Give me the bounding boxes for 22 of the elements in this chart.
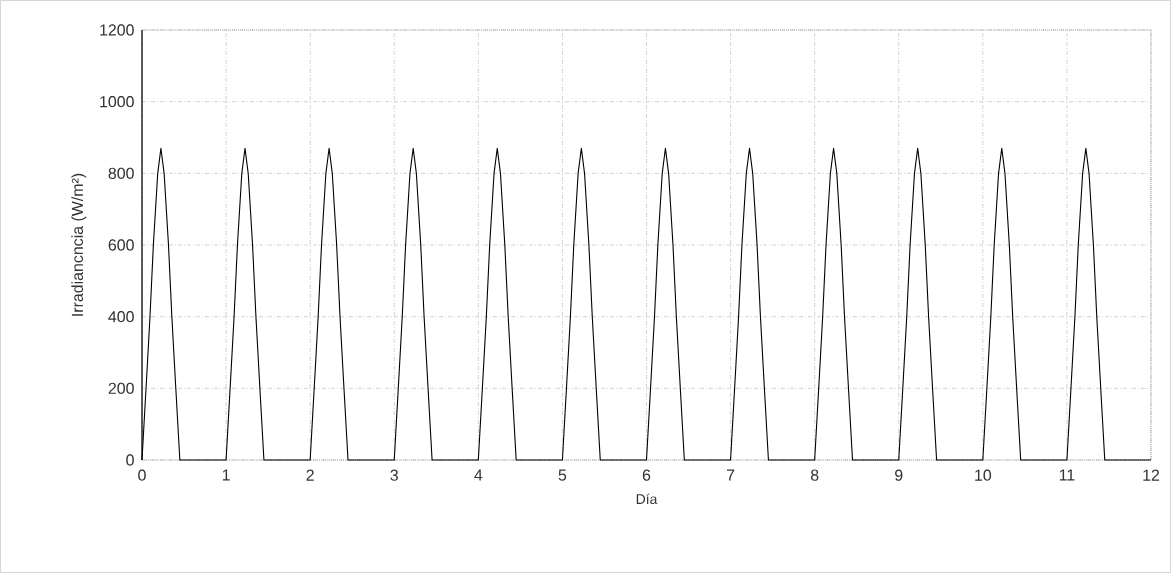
x-tick-label: 2 [306, 469, 314, 481]
y-tick-label: 600 [108, 239, 134, 251]
x-tick-label: 3 [390, 469, 398, 481]
x-tick-label: 9 [895, 469, 903, 481]
x-tick-label: 6 [642, 469, 651, 481]
x-tick-label: 1 [222, 469, 230, 481]
y-tick-label: 200 [108, 382, 134, 394]
x-tick-label: 12 [1143, 469, 1160, 481]
y-tick-label: 0 [126, 454, 134, 466]
x-tick-label: 10 [975, 469, 992, 481]
x-axis-title: Día [636, 493, 658, 505]
y-tick-label: 1000 [100, 96, 134, 108]
y-tick-label: 1200 [100, 24, 134, 36]
x-tick-label: 5 [558, 469, 567, 481]
x-tick-label: 8 [810, 469, 819, 481]
x-tick-label: 0 [138, 469, 146, 481]
x-tick-label: 4 [474, 469, 483, 481]
x-tick-label: 11 [1059, 469, 1075, 481]
y-tick-label: 400 [108, 311, 134, 323]
x-tick-label: 7 [726, 469, 735, 481]
y-tick-label: 800 [108, 167, 134, 179]
y-axis-title: Irradiancncia (W/m²) [71, 173, 87, 316]
